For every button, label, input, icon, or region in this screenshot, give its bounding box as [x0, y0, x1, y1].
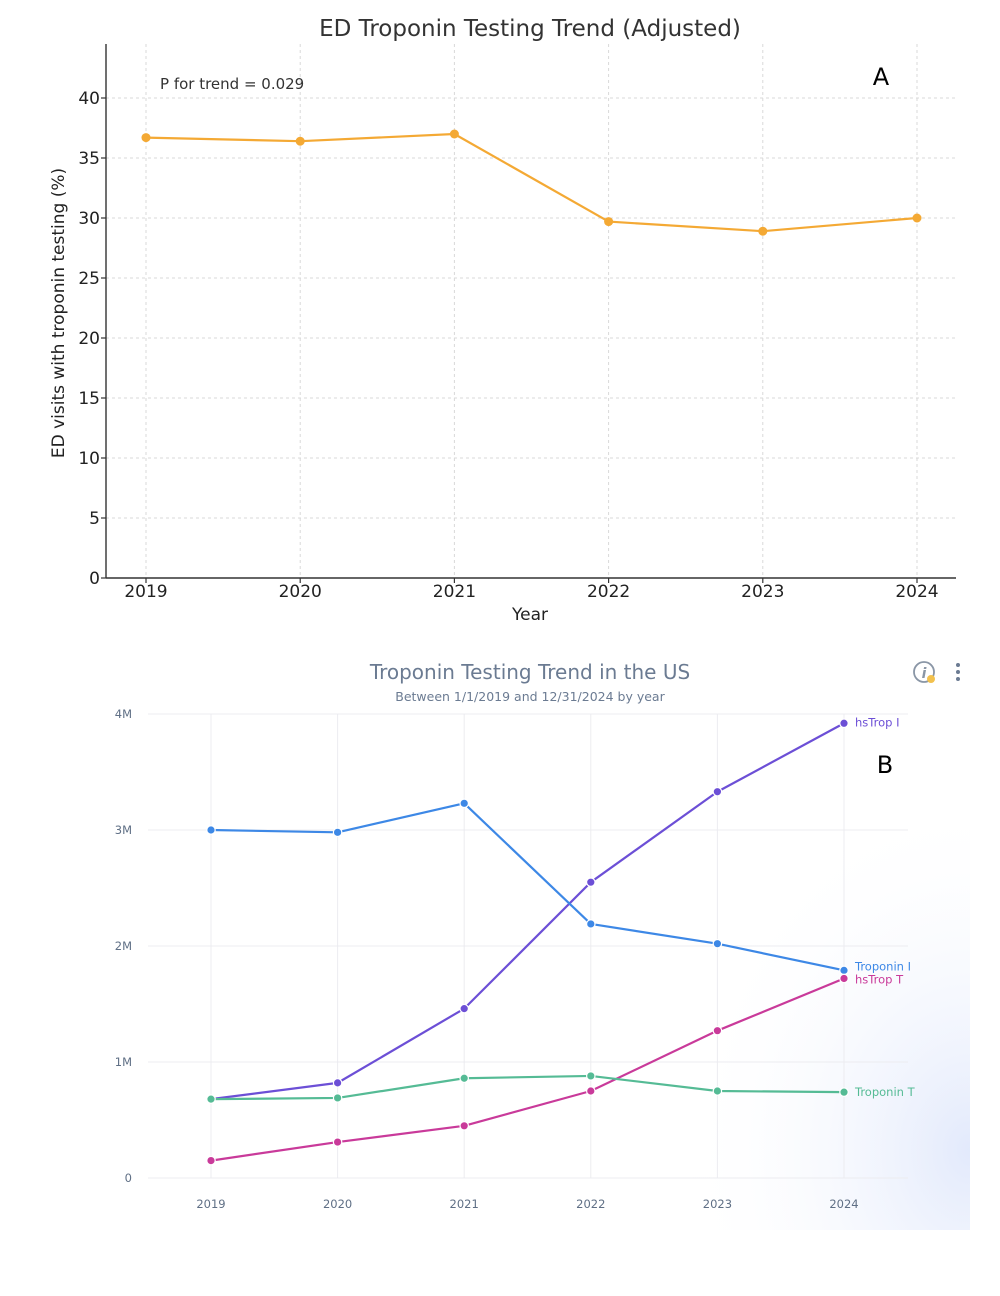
chart-b-x-tick-label: 2019 [196, 1197, 225, 1211]
chart-b-y-tick-label: 3M [115, 823, 132, 837]
chart-a-x-tick-label: 2019 [124, 582, 167, 602]
chart-b-point-troponin-i-2023 [712, 938, 723, 949]
chart-a-y-tick-label: 5 [89, 509, 100, 529]
chart-b-point-hstrop-i-2022 [585, 877, 596, 887]
chart-a-series [141, 129, 922, 236]
chart-a-point-2020 [295, 136, 305, 146]
chart-a-x-label: Year [511, 605, 548, 625]
chart-b-series [206, 718, 849, 1166]
chart-b-point-troponin-i-2024 [839, 965, 849, 976]
chart-a-y-tick-label: 15 [78, 389, 100, 409]
chart-b-point-hstrop-t-2023 [712, 1025, 723, 1036]
chart-b-x-tick-label: 2023 [703, 1197, 732, 1211]
chart-b-series-line-troponin-t [210, 1074, 845, 1101]
more-vertical-icon[interactable] [956, 663, 960, 681]
chart-b-point-troponin-i-2019 [206, 825, 216, 835]
chart-b-series-line-hstrop-i [210, 722, 845, 1101]
chart-b-point-troponin-t-2020 [332, 1093, 343, 1103]
chart-a-title: ED Troponin Testing Trend (Adjusted) [319, 16, 741, 42]
chart-b-point-troponin-t-2023 [712, 1086, 723, 1096]
chart-b-grid [148, 713, 908, 1179]
chart-b-y-tick-label: 4M [115, 707, 132, 721]
chart-a-point-2019 [141, 133, 151, 143]
chart-b-point-troponin-t-2019 [206, 1094, 216, 1104]
chart-b-point-troponin-i-2020 [332, 827, 343, 838]
panel-b-letter: B [877, 751, 893, 779]
chart-b-series-label-troponin-i: Troponin I [854, 959, 911, 973]
chart-a-annotation: P for trend = 0.029 [160, 75, 304, 93]
chart-b-point-troponin-t-2021 [459, 1073, 469, 1084]
chart-a-grid [106, 44, 956, 578]
chart-a-x-tick-label: 2023 [741, 582, 784, 602]
chart-b-x-tick-label: 2024 [829, 1197, 858, 1211]
chart-a-series-line-adjusted [145, 132, 918, 233]
chart-a-point-2024 [912, 213, 922, 223]
chart-a-x-tick-label: 2021 [433, 582, 476, 602]
panel-b-background-glow [650, 830, 970, 1230]
chart-b-x-tick-label: 2022 [576, 1197, 605, 1211]
chart-a-y-tick-label: 40 [78, 89, 100, 109]
chart-b-point-hstrop-i-2020 [332, 1078, 343, 1088]
chart-b-point-hstrop-i-2021 [459, 1003, 469, 1014]
chart-b-series-line-hstrop-t [210, 977, 845, 1162]
chart-b-series-label-hstrop-i: hsTrop I [855, 715, 899, 729]
chart-b-point-troponin-i-2022 [585, 919, 596, 929]
chart-b-point-hstrop-t-2022 [585, 1086, 596, 1096]
chart-b-x-tick-label: 2020 [323, 1197, 352, 1211]
chart-b-title: Troponin Testing Trend in the US [369, 660, 690, 684]
chart-b-point-hstrop-t-2021 [459, 1121, 469, 1131]
chart-b-y-ticks: 0 1M 2M 3M 4M [115, 707, 132, 1185]
panel-a: ED Troponin Testing Trend (Adjusted) A 0… [49, 16, 956, 625]
chart-a-point-2023 [758, 226, 768, 236]
chart-a-y-label: ED visits with troponin testing (%) [49, 168, 69, 458]
chart-a-y-tick-label: 20 [78, 329, 100, 349]
chart-b-point-troponin-i-2021 [459, 798, 469, 809]
chart-a-y-tick-label: 10 [78, 449, 100, 469]
chart-b-point-hstrop-i-2023 [712, 786, 723, 797]
chart-b-series-line-troponin-i [210, 802, 845, 972]
chart-a-point-2021 [449, 129, 459, 139]
chart-a-y-tick-label: 25 [78, 269, 100, 289]
chart-a-point-2022 [604, 217, 614, 227]
chart-a-y-tick-label: 35 [78, 149, 100, 169]
panel-a-letter: A [873, 63, 890, 91]
chart-b-x-ticks: 2019 2020 2021 2022 2023 2024 [196, 1197, 858, 1211]
chart-a-x-tick-label: 2020 [279, 582, 322, 602]
chart-b-series-label-troponin-t: Troponin T [854, 1085, 916, 1099]
chart-b-x-tick-label: 2021 [450, 1197, 479, 1211]
chart-b-point-troponin-t-2022 [585, 1071, 596, 1081]
chart-a-y-tick-label: 0 [89, 569, 100, 589]
chart-a-x-ticks: 2019 2020 2021 2022 2023 2024 [124, 578, 939, 602]
chart-b-y-tick-label: 0 [125, 1171, 132, 1185]
svg-text:i: i [922, 666, 927, 682]
info-icon[interactable]: i [913, 661, 935, 683]
chart-a-y-tick-label: 30 [78, 209, 100, 229]
chart-b-series-label-hstrop-t: hsTrop T [855, 972, 904, 986]
chart-a-x-tick-label: 2024 [895, 582, 938, 602]
chart-b-point-hstrop-t-2020 [332, 1137, 343, 1147]
chart-b-point-hstrop-i-2024 [839, 718, 849, 729]
panel-b: Troponin Testing Trend in the US Between… [115, 660, 970, 1230]
chart-b-point-hstrop-t-2024 [839, 973, 849, 984]
chart-b-y-tick-label: 1M [115, 1055, 132, 1069]
chart-b-point-troponin-t-2024 [839, 1087, 849, 1097]
chart-b-point-hstrop-t-2019 [206, 1155, 216, 1166]
chart-a-x-tick-label: 2022 [587, 582, 630, 602]
chart-b-y-tick-label: 2M [115, 939, 132, 953]
chart-a-y-ticks: 0 5 10 15 20 25 30 35 40 [78, 89, 106, 589]
chart-b-subtitle: Between 1/1/2019 and 12/31/2024 by year [395, 689, 665, 704]
